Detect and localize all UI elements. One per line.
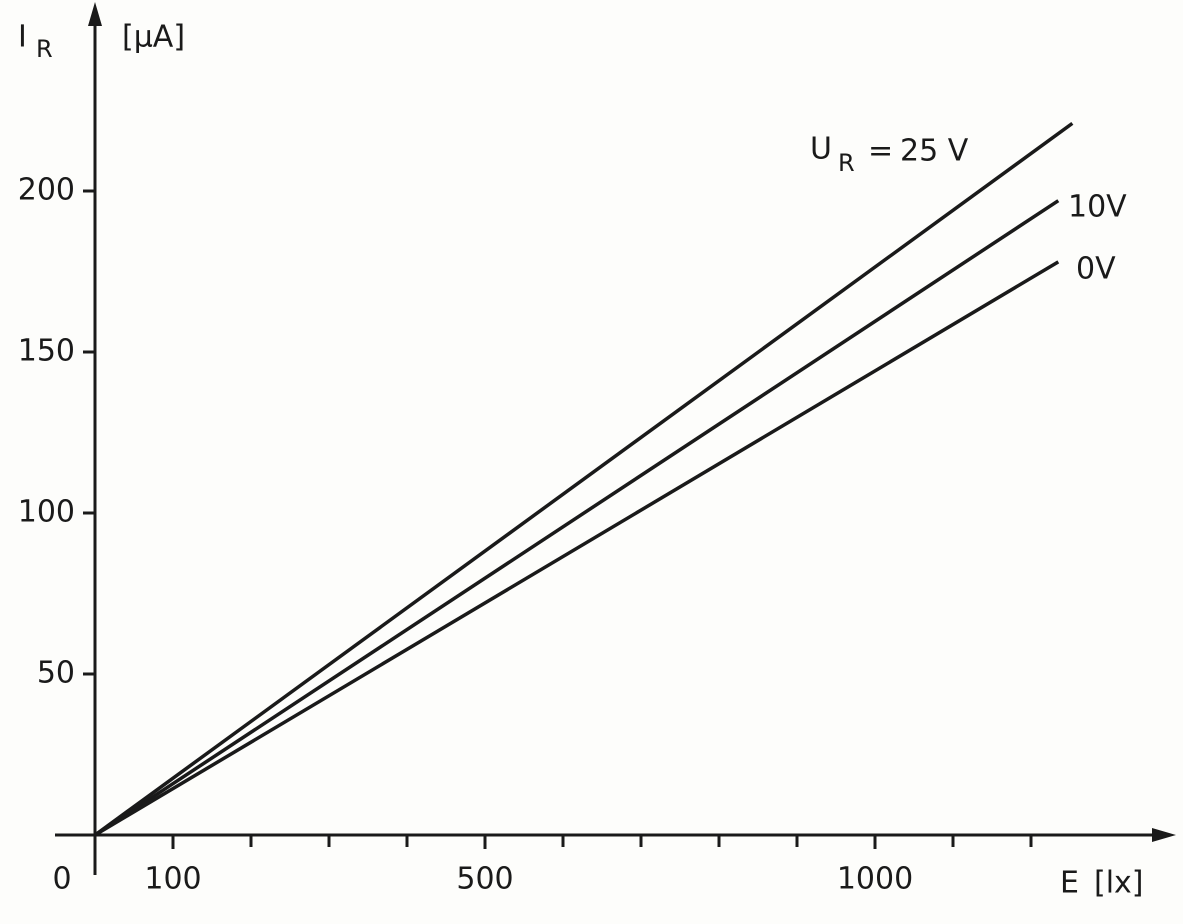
y-axis-unit: [μA] <box>122 20 185 55</box>
x-axis-unit: [lx] <box>1094 866 1144 901</box>
y-arrow <box>88 2 102 26</box>
series-label: 10V <box>1068 190 1127 225</box>
x-tick-label: 100 <box>144 862 201 897</box>
data-line <box>94 260 1060 837</box>
series-label: 25 V <box>900 134 969 169</box>
label-prefix-subscript: R <box>838 149 855 177</box>
x-tick-label: 500 <box>456 862 513 897</box>
label-prefix-symbol: U <box>810 132 832 167</box>
data-line <box>94 199 1060 837</box>
y-tick-label: 50 <box>37 656 75 691</box>
y-axis-symbol: I <box>18 20 27 55</box>
origin-label: 0 <box>52 862 71 897</box>
data-line <box>93 121 1074 837</box>
y-tick-label: 150 <box>18 334 75 369</box>
label-prefix-sign: = <box>868 134 893 169</box>
x-axis-symbol: E <box>1060 866 1079 901</box>
y-tick-label: 200 <box>18 173 75 208</box>
y-axis-subscript: R <box>36 35 53 63</box>
x-tick-label: 1000 <box>837 862 913 897</box>
y-tick-label: 100 <box>18 495 75 530</box>
series-label: 0V <box>1076 252 1116 287</box>
x-arrow <box>1152 828 1176 842</box>
